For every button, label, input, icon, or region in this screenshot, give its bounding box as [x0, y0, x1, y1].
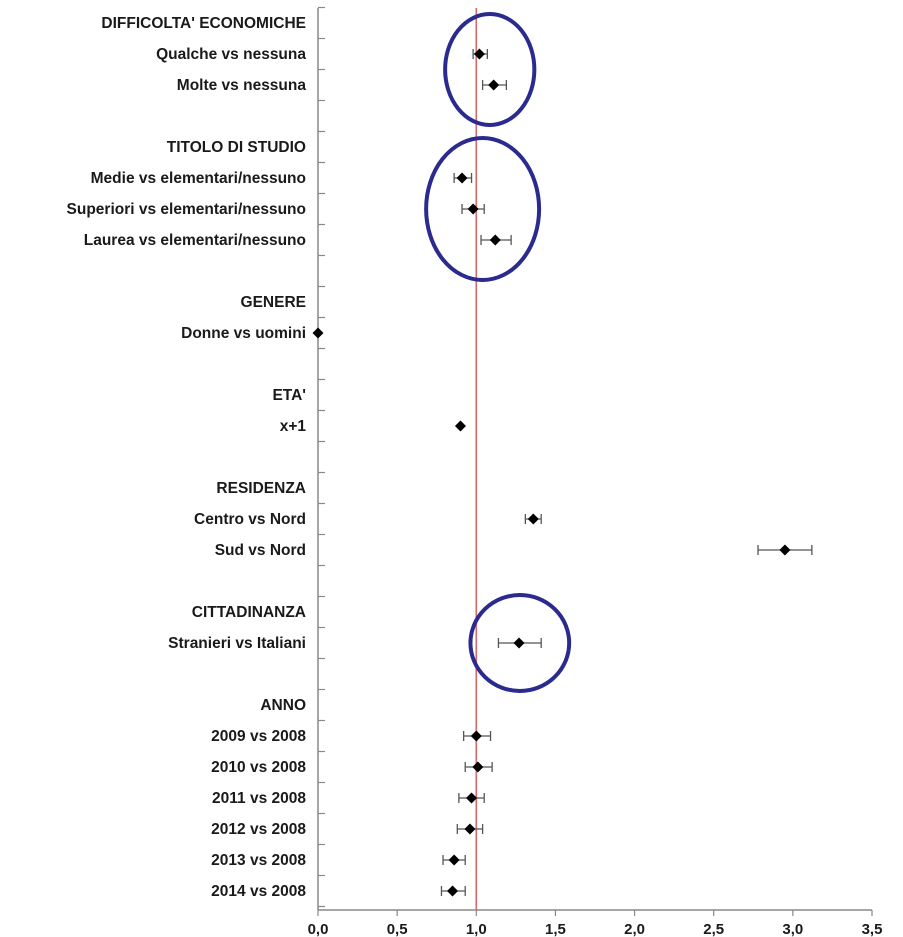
x-axis: 0,0 0,5 1,0 1,5 2,0 2,5 3,0 3,5 [308, 909, 883, 937]
x-tick-label: 2,5 [703, 921, 724, 937]
x-tick-label: 2,0 [624, 921, 645, 937]
row-label: x+1 [280, 418, 307, 435]
group-header: RESIDENZA [216, 480, 306, 497]
estimate-marker [454, 420, 466, 432]
group-header: ETA' [272, 387, 306, 404]
row-labels: DIFFICOLTA' ECONOMICHE Qualche vs nessuna… [67, 15, 307, 900]
estimate-marker [488, 79, 500, 91]
estimate-marker [464, 823, 476, 835]
estimate-marker [466, 792, 478, 804]
row-label: Qualche vs nessuna [156, 46, 306, 63]
row-label: Donne vs uomini [181, 325, 306, 342]
row-label: Medie vs elementari/nessuno [91, 170, 306, 187]
group-header: GENERE [241, 294, 306, 311]
row-label: 2011 vs 2008 [212, 790, 306, 807]
x-tick-label: 1,5 [545, 921, 566, 937]
x-tick-label: 0,5 [387, 921, 408, 937]
row-label: 2009 vs 2008 [211, 728, 306, 745]
row-label: Stranieri vs Italiani [168, 635, 306, 652]
estimate-marker [779, 544, 791, 556]
estimate-marker [447, 885, 459, 897]
estimate-marker [467, 203, 479, 215]
row-label: 2013 vs 2008 [211, 852, 306, 869]
row-label: 2010 vs 2008 [211, 759, 306, 776]
row-label: 2014 vs 2008 [211, 883, 306, 900]
estimate-marker [470, 730, 482, 742]
highlight-ellipses [424, 12, 572, 693]
highlight-ellipse [468, 593, 572, 693]
group-header: DIFFICOLTA' ECONOMICHE [101, 15, 306, 32]
row-label: Molte vs nessuna [177, 77, 307, 94]
row-label: Laurea vs elementari/nessuno [84, 232, 306, 249]
x-tick-label: 0,0 [308, 921, 329, 937]
highlight-ellipse [443, 12, 537, 127]
group-header: TITOLO DI STUDIO [167, 139, 306, 156]
estimate-marker [312, 327, 324, 339]
row-label: 2012 vs 2008 [211, 821, 306, 838]
group-header: CITTADINANZA [192, 604, 306, 621]
row-label: Sud vs Nord [215, 542, 306, 559]
estimate-marker [513, 637, 525, 649]
estimate-marker [473, 48, 485, 60]
x-tick-label: 3,0 [782, 921, 803, 937]
row-label: Superiori vs elementari/nessuno [67, 201, 306, 218]
x-tick-label: 3,5 [862, 921, 883, 937]
highlight-ellipse [424, 136, 542, 282]
x-tick-label: 1,0 [466, 921, 487, 937]
estimate-marker [448, 854, 460, 866]
estimate-marker [489, 234, 501, 246]
estimates [312, 48, 813, 897]
estimate-marker [527, 513, 539, 525]
group-header: ANNO [260, 697, 306, 714]
row-label: Centro vs Nord [194, 511, 306, 528]
estimate-marker [472, 761, 484, 773]
y-axis [317, 6, 325, 910]
estimate-marker [456, 172, 468, 184]
